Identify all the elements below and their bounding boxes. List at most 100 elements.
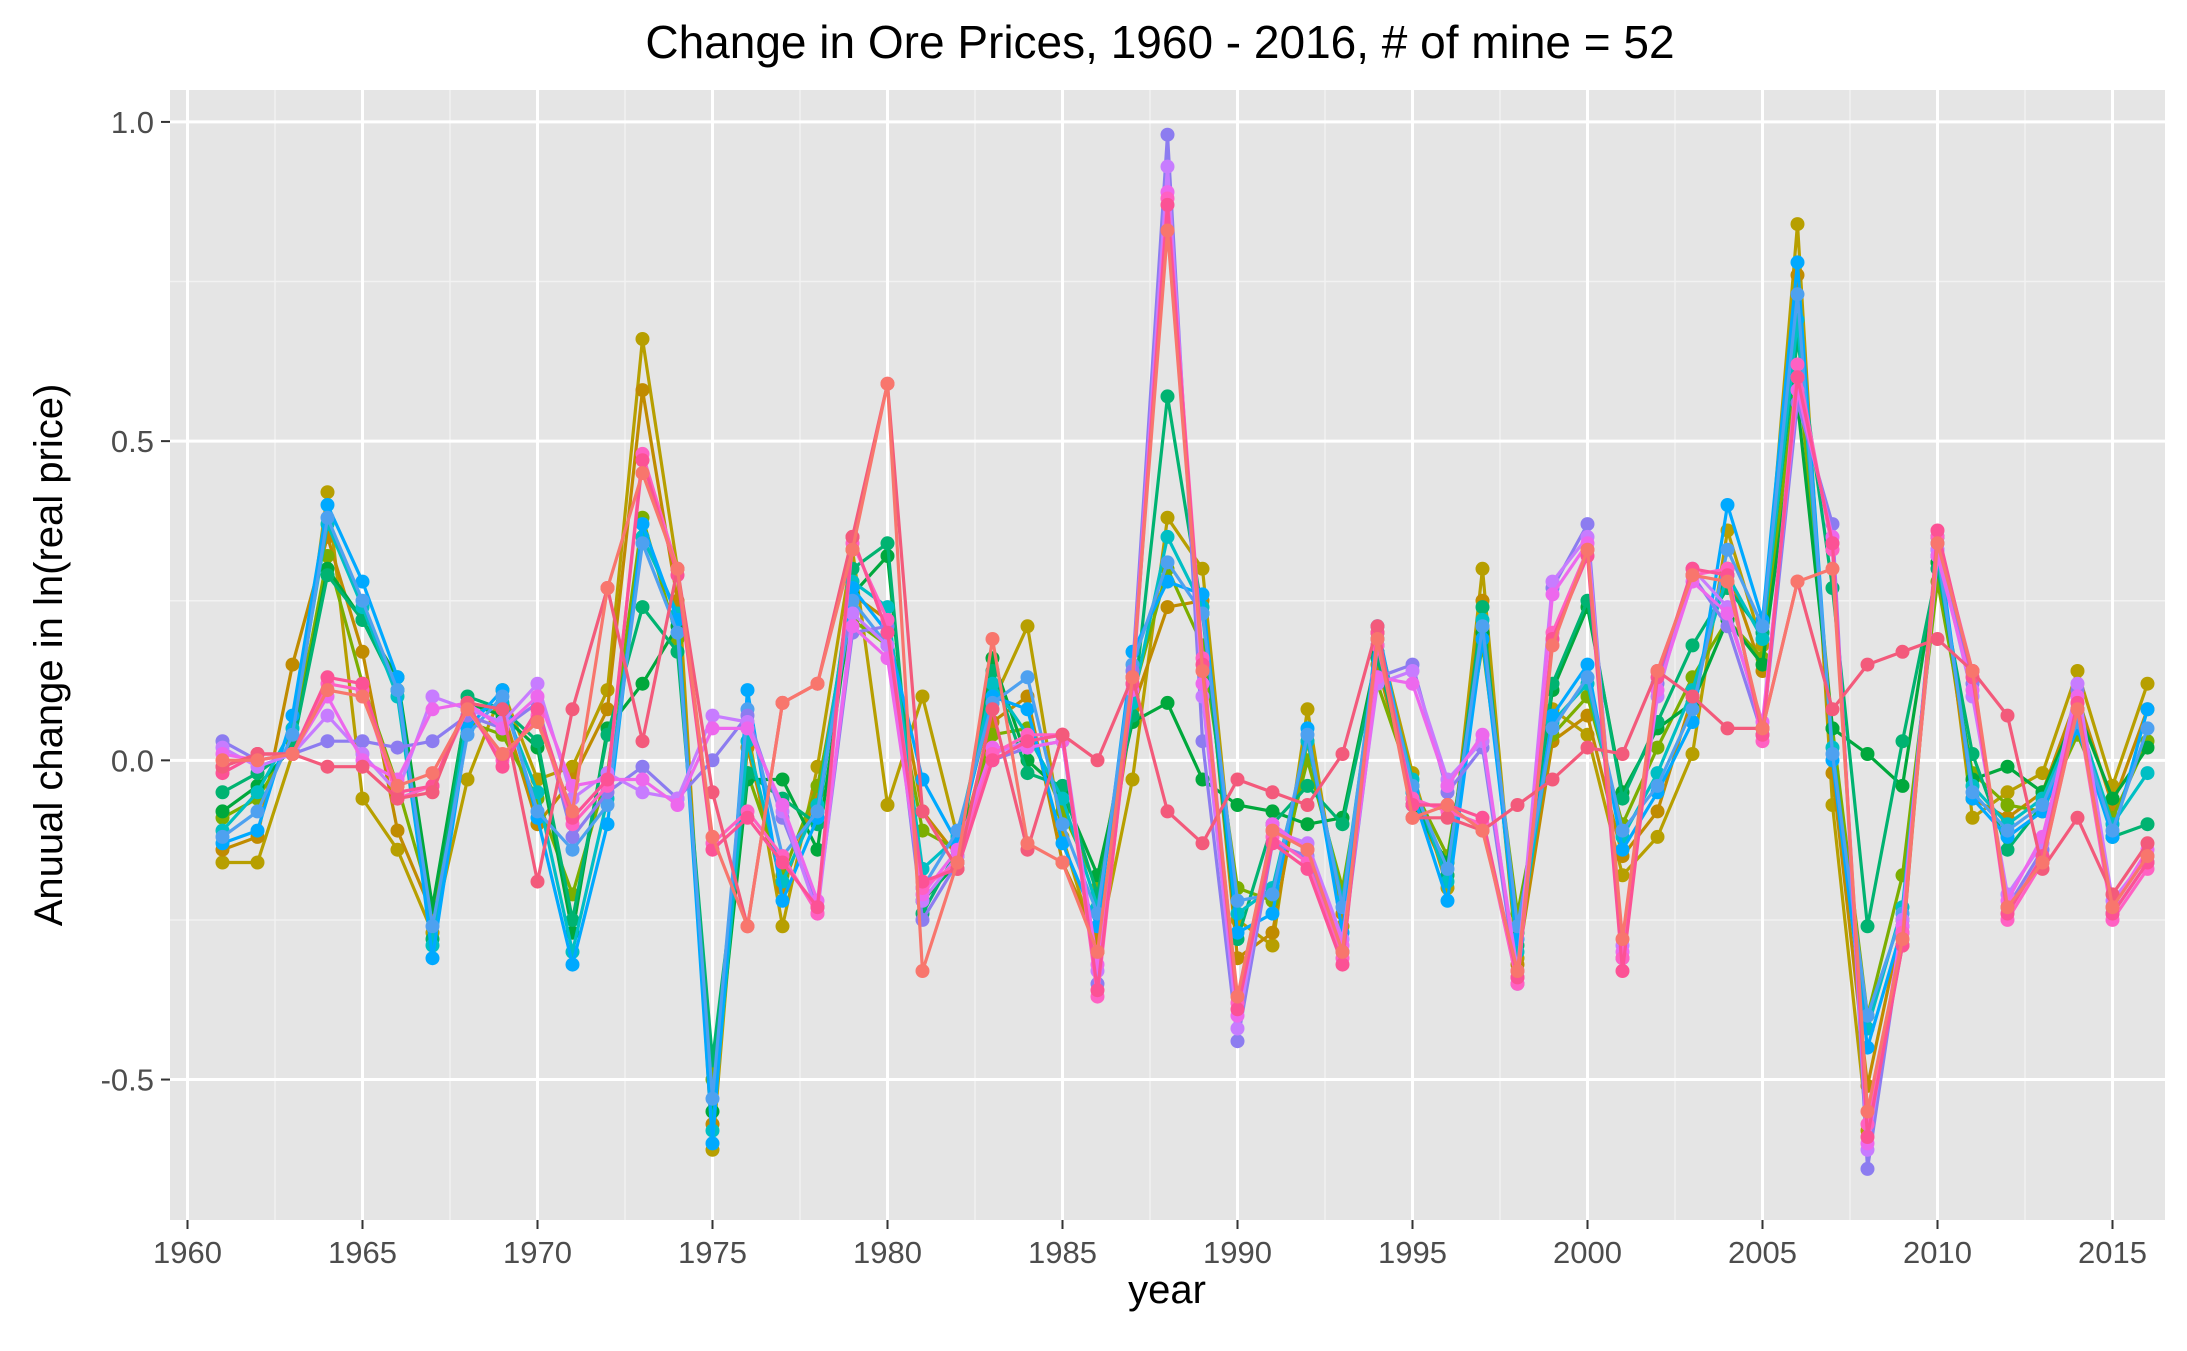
data-point [1230, 1034, 1245, 1049]
data-point [1020, 734, 1035, 749]
data-point [530, 702, 545, 717]
data-point [600, 798, 615, 812]
data-point [390, 823, 405, 838]
data-point [1020, 836, 1035, 851]
data-point [1475, 727, 1490, 742]
data-point [565, 829, 580, 844]
data-point [2140, 740, 2155, 755]
data-point [285, 727, 300, 742]
x-tick-label: 1975 [678, 1235, 747, 1270]
data-point [670, 561, 685, 576]
data-point [250, 804, 265, 819]
x-tick-label: 2015 [2078, 1235, 2147, 1270]
x-tick-label: 1960 [153, 1235, 222, 1270]
data-point [1545, 638, 1560, 653]
data-point [915, 689, 930, 704]
data-point [460, 772, 475, 787]
data-point [1755, 657, 1770, 672]
data-point [1895, 932, 1910, 947]
data-point [565, 912, 580, 927]
data-point [530, 689, 545, 704]
data-point [355, 734, 370, 749]
data-point [635, 536, 650, 551]
data-point [775, 695, 790, 710]
data-point [635, 772, 650, 787]
data-point [1230, 925, 1245, 940]
data-point [565, 957, 580, 972]
data-point [705, 1136, 720, 1151]
data-point [390, 778, 405, 793]
data-point [1930, 523, 1945, 538]
data-point [425, 766, 440, 781]
y-tick-label: 0.5 [111, 424, 154, 459]
data-point [355, 593, 370, 608]
data-point [250, 855, 265, 870]
data-point [1545, 708, 1560, 723]
data-point [1790, 287, 1805, 302]
data-point [1160, 223, 1175, 238]
data-point [1335, 747, 1350, 761]
data-point [565, 842, 580, 857]
data-point [320, 683, 335, 698]
data-point [1825, 747, 1840, 761]
data-point [1055, 791, 1070, 806]
data-point [390, 740, 405, 755]
data-point [1195, 561, 1210, 576]
data-point [1440, 798, 1455, 812]
data-point [775, 919, 790, 934]
data-point [1230, 798, 1245, 812]
data-point [2140, 702, 2155, 717]
data-point [705, 829, 720, 844]
data-point [985, 753, 1000, 768]
data-point [425, 689, 440, 704]
data-point [1230, 772, 1245, 787]
data-point [600, 581, 615, 595]
data-point [1300, 778, 1315, 793]
data-point [320, 485, 335, 500]
data-point [635, 676, 650, 691]
data-point [635, 759, 650, 774]
data-point [425, 785, 440, 800]
data-point [1615, 791, 1630, 806]
y-tick-label: -0.5 [101, 1063, 154, 1098]
data-point [880, 536, 895, 551]
data-point [1825, 702, 1840, 717]
x-tick-label: 2000 [1553, 1235, 1622, 1270]
data-point [1090, 944, 1105, 959]
data-point [1580, 517, 1595, 532]
data-point [1860, 1008, 1875, 1023]
x-tick-label: 2010 [1903, 1235, 1972, 1270]
data-point [845, 619, 860, 634]
series-line [221, 382, 2149, 928]
x-tick-label: 2005 [1728, 1235, 1797, 1270]
data-point [1475, 810, 1490, 825]
data-point [2140, 817, 2155, 832]
data-point [1650, 740, 1665, 755]
data-point [1615, 932, 1630, 947]
data-point [565, 702, 580, 717]
data-point [355, 689, 370, 704]
data-point [1825, 561, 1840, 576]
data-point [775, 798, 790, 812]
x-tick-label: 1985 [1028, 1235, 1097, 1270]
data-point [1405, 676, 1420, 691]
data-point [1405, 810, 1420, 825]
data-point [1685, 568, 1700, 583]
data-point [1300, 727, 1315, 742]
data-point [1475, 619, 1490, 634]
data-point [1895, 734, 1910, 749]
data-point [355, 791, 370, 806]
data-point [1160, 600, 1175, 615]
data-point [285, 657, 300, 672]
data-point [1020, 766, 1035, 781]
data-point [495, 689, 510, 704]
data-point [1580, 740, 1595, 755]
data-point [1825, 536, 1840, 551]
data-point [1265, 887, 1280, 902]
data-point [635, 383, 650, 398]
data-point [1265, 938, 1280, 953]
data-point [1160, 804, 1175, 819]
data-point [1685, 747, 1700, 761]
data-point [1755, 632, 1770, 646]
data-point [1160, 389, 1175, 404]
